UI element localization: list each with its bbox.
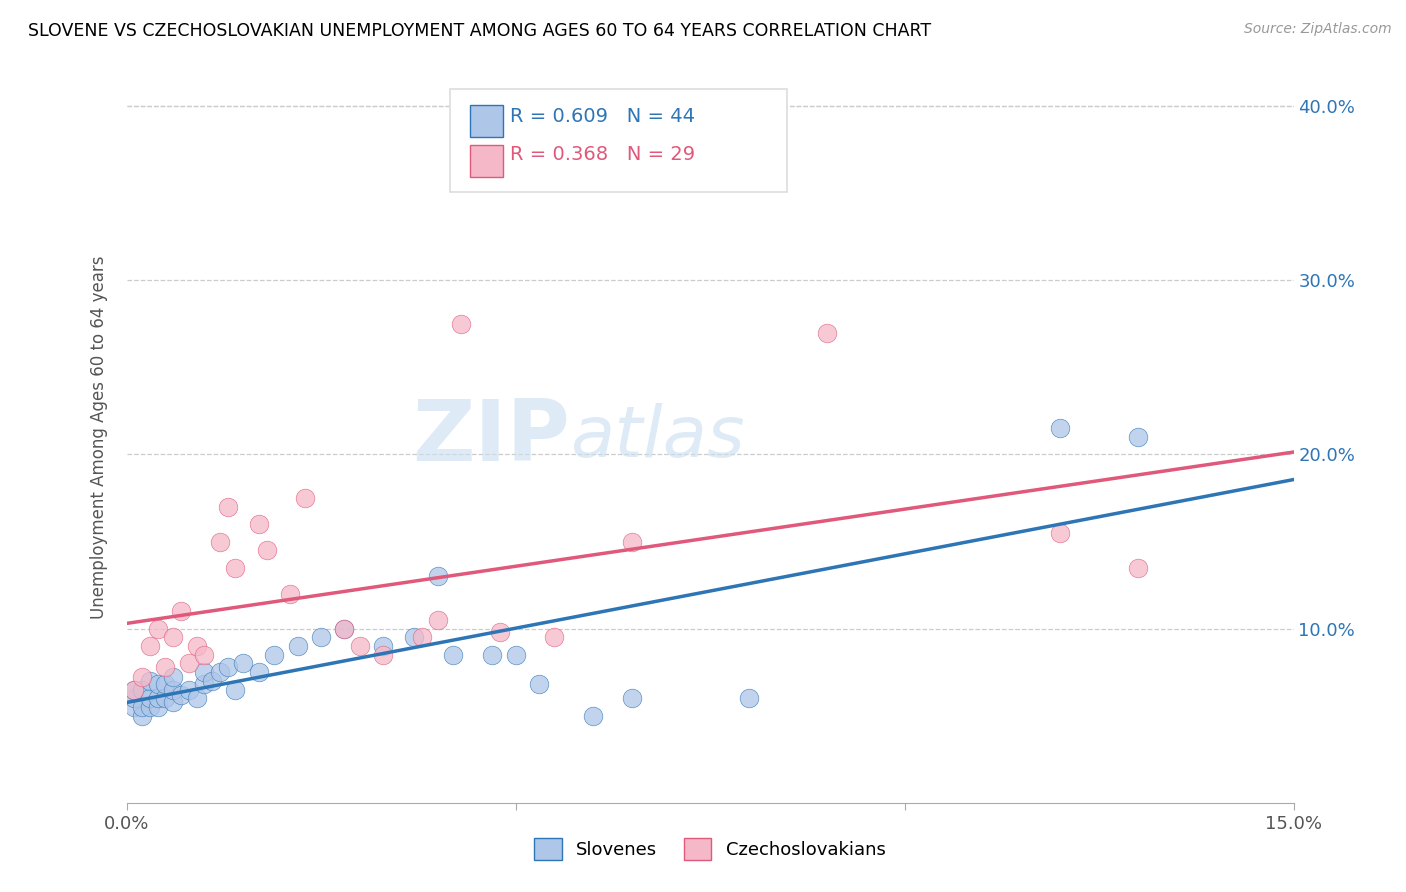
Point [287, 639, 309, 653]
Point [426, 613, 449, 627]
Point [232, 657, 254, 671]
Point [201, 673, 224, 688]
Point [489, 625, 512, 640]
Text: atlas: atlas [569, 402, 745, 472]
Point [193, 677, 215, 691]
Point [193, 665, 215, 680]
Point [170, 688, 193, 702]
Point [481, 648, 503, 662]
Point [131, 682, 153, 697]
Point [146, 700, 169, 714]
Point [247, 665, 270, 680]
Point [170, 604, 193, 618]
Point [505, 648, 527, 662]
Point [131, 670, 153, 684]
Point [146, 622, 169, 636]
Point [404, 631, 426, 645]
Point [333, 622, 356, 636]
Text: Source: ZipAtlas.com: Source: ZipAtlas.com [1244, 22, 1392, 37]
Text: R = 0.609   N = 44: R = 0.609 N = 44 [510, 107, 696, 126]
Point [217, 660, 239, 674]
Point [224, 560, 246, 574]
Point [139, 691, 162, 706]
Legend: Slovenes, Czechoslovakians: Slovenes, Czechoslovakians [527, 830, 893, 867]
Point [441, 648, 464, 662]
Point [139, 700, 162, 714]
Point [582, 708, 605, 723]
Point [139, 639, 162, 653]
Point [124, 700, 146, 714]
Point [543, 631, 565, 645]
Point [527, 677, 550, 691]
Point [217, 500, 239, 514]
Text: R = 0.368   N = 29: R = 0.368 N = 29 [510, 145, 696, 164]
Point [186, 639, 208, 653]
Point [124, 682, 146, 697]
Point [373, 648, 395, 662]
Point [450, 317, 472, 331]
Point [155, 691, 177, 706]
Point [309, 631, 332, 645]
Point [162, 682, 184, 697]
Y-axis label: Unemployment Among Ages 60 to 64 years: Unemployment Among Ages 60 to 64 years [90, 255, 108, 619]
Point [124, 691, 146, 706]
Text: SLOVENE VS CZECHOSLOVAKIAN UNEMPLOYMENT AMONG AGES 60 TO 64 YEARS CORRELATION CH: SLOVENE VS CZECHOSLOVAKIAN UNEMPLOYMENT … [28, 22, 931, 40]
Point [411, 631, 433, 645]
Point [177, 682, 200, 697]
Point [131, 708, 153, 723]
Point [247, 517, 270, 532]
Point [162, 631, 184, 645]
Point [155, 677, 177, 691]
Point [373, 639, 395, 653]
Text: ZIP: ZIP [412, 395, 569, 479]
Point [1049, 421, 1071, 435]
Point [426, 569, 449, 583]
Point [1126, 430, 1149, 444]
Point [621, 534, 644, 549]
Point [738, 691, 761, 706]
Point [193, 648, 215, 662]
Point [131, 700, 153, 714]
Point [177, 657, 200, 671]
Point [162, 670, 184, 684]
Point [621, 691, 644, 706]
Point [815, 326, 838, 340]
Point [155, 660, 177, 674]
Point [256, 543, 278, 558]
Point [263, 648, 285, 662]
Point [208, 534, 231, 549]
Point [146, 677, 169, 691]
Point [349, 639, 371, 653]
Point [1126, 560, 1149, 574]
Point [146, 691, 169, 706]
Point [162, 695, 184, 709]
Point [208, 665, 231, 680]
Point [139, 673, 162, 688]
Point [294, 491, 316, 505]
Point [278, 587, 301, 601]
Point [1049, 525, 1071, 540]
Point [186, 691, 208, 706]
Point [333, 622, 356, 636]
Point [124, 682, 146, 697]
Point [224, 682, 246, 697]
